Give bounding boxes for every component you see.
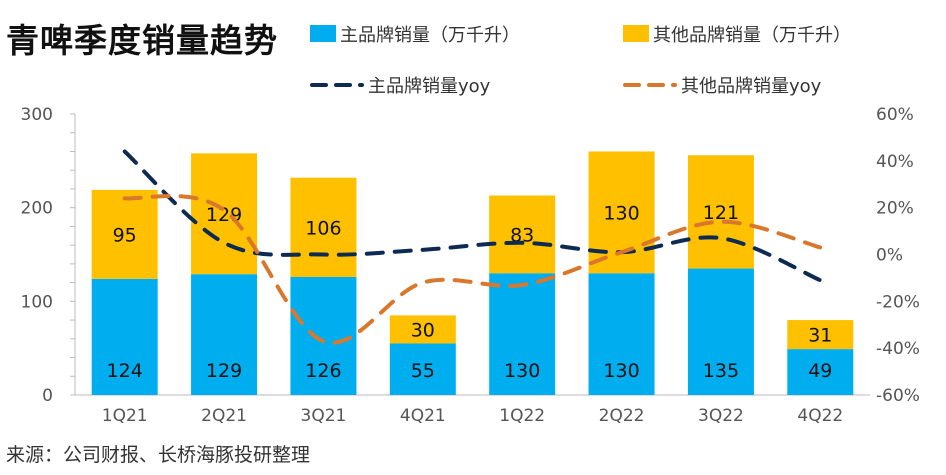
left-tick-label: 0 <box>42 386 53 406</box>
bar-main <box>787 349 854 395</box>
bar-other <box>489 195 556 274</box>
legend-swatch-other <box>623 25 649 42</box>
bar-data-label: 55 <box>411 360 435 382</box>
bar-data-label: 124 <box>107 360 143 382</box>
chart-title: 青啤季度销量趋势 <box>6 21 278 60</box>
x-tick-label: 4Q22 <box>797 406 843 426</box>
bar-data-label: 130 <box>603 202 639 224</box>
bar-other <box>191 153 258 275</box>
right-tick-label: -60% <box>876 386 920 406</box>
left-tick-label: 100 <box>21 292 53 312</box>
x-tick-label: 2Q21 <box>201 406 247 426</box>
legend-label: 其他品牌销量（万千升） <box>653 25 851 46</box>
bar-other <box>389 315 456 344</box>
bar-data-label: 31 <box>808 325 832 347</box>
bar-main <box>588 273 655 395</box>
bar-data-label: 30 <box>411 319 435 341</box>
legend-label: 主品牌销量yoy <box>368 76 491 97</box>
x-tick-label: 4Q21 <box>400 406 446 426</box>
source-note: 来源：公司财报、长桥海豚投研整理 <box>6 444 311 466</box>
bar-main <box>191 274 258 395</box>
x-tick-label: 3Q21 <box>301 406 347 426</box>
right-tick-label: 0% <box>876 246 903 266</box>
bar-other <box>687 155 754 269</box>
bar-data-label: 129 <box>206 360 242 382</box>
right-tick-label: -40% <box>876 339 920 359</box>
right-tick-label: 60% <box>876 105 914 125</box>
bar-other <box>91 189 158 279</box>
bar-other <box>787 320 854 350</box>
bar-main <box>91 278 158 395</box>
left-tick-label: 300 <box>21 105 53 125</box>
bar-data-label: 106 <box>305 217 341 239</box>
line-main-yoy <box>122 149 823 283</box>
right-tick-label: 40% <box>876 152 914 172</box>
bar-main <box>290 276 357 395</box>
x-tick-label: 1Q21 <box>102 406 148 426</box>
left-tick-label: 200 <box>21 199 53 219</box>
x-tick-label: 3Q22 <box>698 406 744 426</box>
bar-main <box>389 343 456 395</box>
bar-other <box>290 177 357 277</box>
bar-main <box>687 268 754 395</box>
bar-data-label: 49 <box>808 360 832 382</box>
right-tick-label: 20% <box>876 199 914 219</box>
bar-data-label: 130 <box>504 360 540 382</box>
bar-data-label: 130 <box>603 360 639 382</box>
right-tick-label: -20% <box>876 292 920 312</box>
legend-label: 其他品牌销量yoy <box>681 76 822 97</box>
legend-label: 主品牌销量（万千升） <box>340 25 520 46</box>
line-other-yoy <box>122 193 823 345</box>
bar-data-label: 126 <box>305 360 341 382</box>
x-tick-label: 1Q22 <box>499 406 545 426</box>
bar-data-label: 121 <box>703 202 739 224</box>
bar-data-label: 135 <box>703 360 739 382</box>
legend-swatch-main <box>310 25 336 42</box>
bar-data-label: 95 <box>113 224 137 246</box>
bar-main <box>489 273 556 395</box>
x-tick-label: 2Q22 <box>599 406 645 426</box>
